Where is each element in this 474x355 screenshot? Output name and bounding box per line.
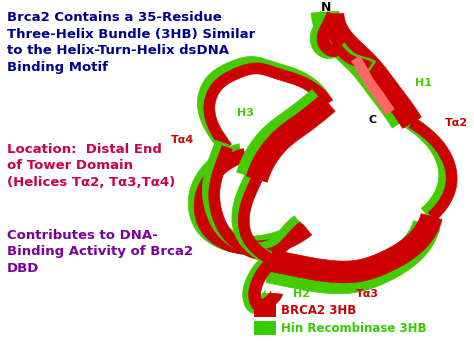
Text: H3: H3 bbox=[237, 108, 254, 118]
Polygon shape bbox=[409, 118, 457, 221]
Text: H1: H1 bbox=[415, 78, 432, 88]
Polygon shape bbox=[232, 173, 272, 264]
Polygon shape bbox=[198, 56, 329, 147]
Polygon shape bbox=[311, 11, 416, 128]
Polygon shape bbox=[249, 256, 283, 312]
Polygon shape bbox=[243, 255, 281, 314]
Polygon shape bbox=[246, 95, 335, 182]
Bar bbox=[254, 304, 275, 317]
Polygon shape bbox=[272, 214, 442, 283]
Text: Tα2: Tα2 bbox=[445, 118, 468, 128]
Polygon shape bbox=[202, 140, 302, 256]
Polygon shape bbox=[266, 221, 440, 294]
Text: Tα4: Tα4 bbox=[171, 135, 194, 144]
Polygon shape bbox=[335, 43, 376, 71]
Polygon shape bbox=[204, 63, 333, 151]
Text: Hin Recombinase 3HB: Hin Recombinase 3HB bbox=[281, 322, 426, 335]
Polygon shape bbox=[209, 146, 306, 260]
Polygon shape bbox=[322, 13, 421, 129]
Polygon shape bbox=[317, 12, 345, 56]
Polygon shape bbox=[237, 89, 330, 180]
Polygon shape bbox=[402, 114, 453, 219]
Text: Brca2 Contains a 35-Residue
Three-Helix Bundle (3HB) Similar
to the Helix-Turn-H: Brca2 Contains a 35-Residue Three-Helix … bbox=[7, 11, 255, 73]
Polygon shape bbox=[310, 11, 342, 59]
Text: BRCA2 3HB: BRCA2 3HB bbox=[281, 304, 356, 317]
Polygon shape bbox=[352, 56, 394, 115]
Text: H2: H2 bbox=[293, 289, 310, 299]
Polygon shape bbox=[188, 144, 309, 254]
Text: Location:  Distal End
of Tower Domain
(Helices Tα2, Tα3,Tα4): Location: Distal End of Tower Domain (He… bbox=[7, 143, 175, 189]
Text: Tα3: Tα3 bbox=[356, 289, 379, 299]
Text: Contributes to DNA-
Binding Activity of Brca2
DBD: Contributes to DNA- Binding Activity of … bbox=[7, 229, 193, 274]
Text: C: C bbox=[368, 115, 376, 125]
Bar bbox=[254, 321, 275, 335]
Polygon shape bbox=[238, 177, 276, 266]
Polygon shape bbox=[194, 149, 311, 255]
Polygon shape bbox=[333, 44, 372, 70]
Text: N: N bbox=[321, 1, 331, 13]
